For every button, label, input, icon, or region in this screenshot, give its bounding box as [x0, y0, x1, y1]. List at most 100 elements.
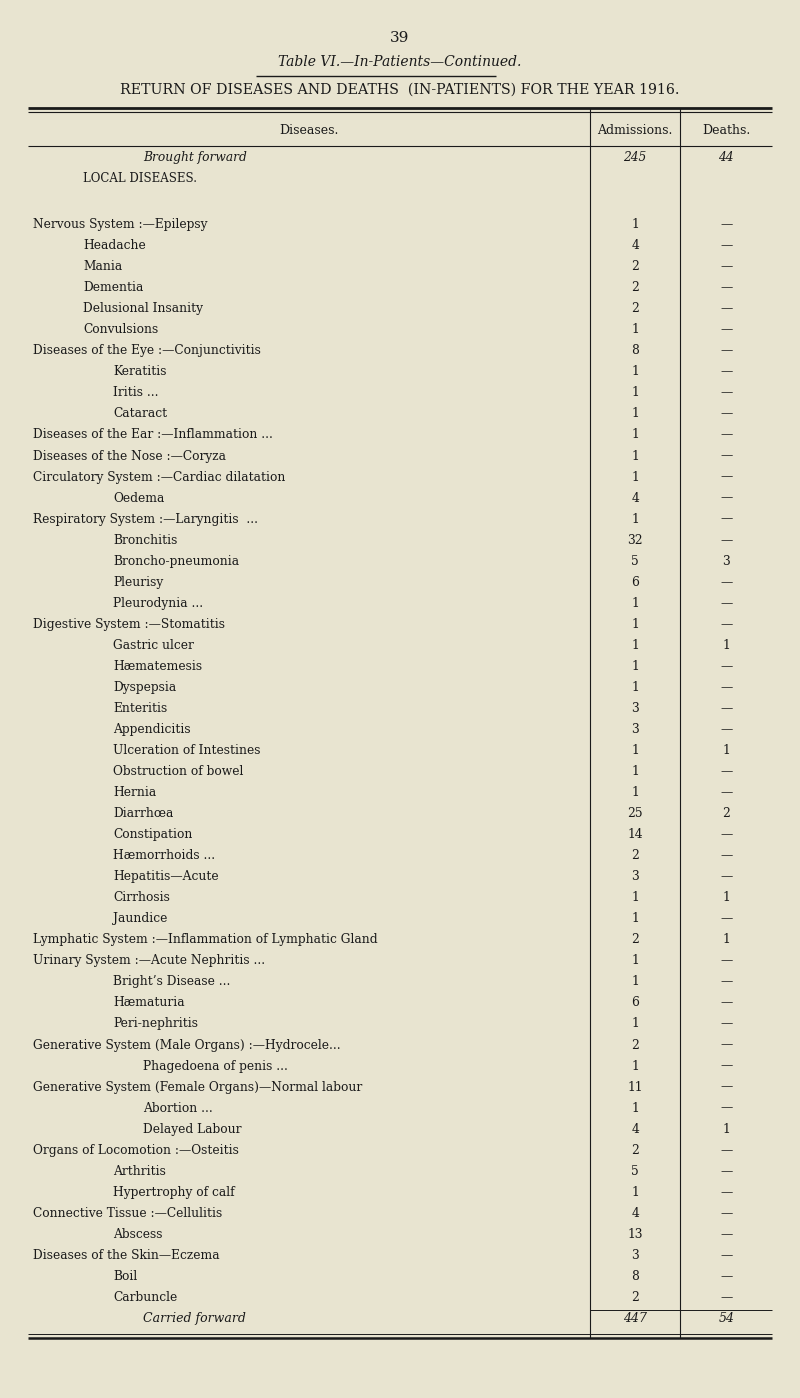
Text: —: — — [720, 702, 732, 714]
Text: RETURN OF DISEASES AND DEATHS  (IN-PATIENTS) FOR THE YEAR 1916.: RETURN OF DISEASES AND DEATHS (IN-PATIEN… — [120, 82, 680, 96]
Text: Arthritis: Arthritis — [113, 1165, 166, 1177]
Text: —: — — [720, 976, 732, 988]
Text: 39: 39 — [390, 31, 410, 45]
Text: —: — — [720, 849, 732, 863]
Text: —: — — [720, 513, 732, 526]
Text: Nervous System :—Epilepsy: Nervous System :—Epilepsy — [33, 218, 207, 231]
Text: Generative System (Male Organs) :—Hydrocele...: Generative System (Male Organs) :—Hydroc… — [33, 1039, 341, 1051]
Text: 4: 4 — [631, 492, 639, 505]
Text: Cataract: Cataract — [113, 407, 167, 421]
Text: Abortion ...: Abortion ... — [143, 1102, 213, 1114]
Text: —: — — [720, 492, 732, 505]
Text: 1: 1 — [631, 618, 639, 630]
Text: —: — — [720, 913, 732, 925]
Text: 8: 8 — [631, 344, 639, 358]
Text: Iritis ...: Iritis ... — [113, 386, 158, 400]
Text: 1: 1 — [631, 786, 639, 800]
Text: 1: 1 — [631, 681, 639, 693]
Text: Respiratory System :—Laryngitis  ...: Respiratory System :—Laryngitis ... — [33, 513, 258, 526]
Text: 11: 11 — [627, 1081, 643, 1093]
Text: 2: 2 — [631, 934, 639, 946]
Text: Ulceration of Intestines: Ulceration of Intestines — [113, 744, 261, 756]
Text: 1: 1 — [631, 450, 639, 463]
Text: Dyspepsia: Dyspepsia — [113, 681, 176, 693]
Text: Hæmatemesis: Hæmatemesis — [113, 660, 202, 672]
Text: 2: 2 — [631, 302, 639, 316]
Text: —: — — [720, 1018, 732, 1030]
Text: 54: 54 — [718, 1311, 734, 1325]
Text: —: — — [720, 1102, 732, 1114]
Text: Phagedoena of penis ...: Phagedoena of penis ... — [143, 1060, 288, 1072]
Text: —: — — [720, 1144, 732, 1156]
Text: —: — — [720, 302, 732, 316]
Text: 3: 3 — [631, 702, 639, 714]
Text: 1: 1 — [631, 365, 639, 379]
Text: 3: 3 — [631, 1248, 639, 1262]
Text: —: — — [720, 218, 732, 231]
Text: —: — — [720, 660, 732, 672]
Text: 1: 1 — [631, 765, 639, 779]
Text: Headache: Headache — [83, 239, 146, 252]
Text: —: — — [720, 576, 732, 589]
Text: 32: 32 — [627, 534, 643, 547]
Text: Connective Tissue :—Cellulitis: Connective Tissue :—Cellulitis — [33, 1206, 222, 1220]
Text: Diarrhœa: Diarrhœa — [113, 807, 174, 821]
Text: —: — — [720, 407, 732, 421]
Text: Diseases of the Nose :—Coryza: Diseases of the Nose :—Coryza — [33, 450, 226, 463]
Text: 4: 4 — [631, 239, 639, 252]
Text: 1: 1 — [631, 913, 639, 925]
Text: Peri-nephritis: Peri-nephritis — [113, 1018, 198, 1030]
Text: —: — — [720, 386, 732, 400]
Text: Hernia: Hernia — [113, 786, 156, 800]
Text: 1: 1 — [631, 513, 639, 526]
Text: 1: 1 — [631, 1102, 639, 1114]
Text: Diseases of the Eye :—Conjunctivitis: Diseases of the Eye :—Conjunctivitis — [33, 344, 261, 358]
Text: Hæmorrhoids ...: Hæmorrhoids ... — [113, 849, 215, 863]
Text: 4: 4 — [631, 1123, 639, 1135]
Text: Gastric ulcer: Gastric ulcer — [113, 639, 194, 651]
Text: Appendicitis: Appendicitis — [113, 723, 190, 735]
Text: 2: 2 — [631, 281, 639, 294]
Text: 1: 1 — [722, 892, 730, 905]
Text: Delusional Insanity: Delusional Insanity — [83, 302, 203, 316]
Text: 1: 1 — [631, 1186, 639, 1198]
Text: —: — — [720, 365, 732, 379]
Text: Admissions.: Admissions. — [598, 123, 673, 137]
Text: 2: 2 — [631, 849, 639, 863]
Text: 1: 1 — [631, 386, 639, 400]
Text: Oedema: Oedema — [113, 492, 164, 505]
Text: 25: 25 — [627, 807, 643, 821]
Text: Pleurodynia ...: Pleurodynia ... — [113, 597, 203, 610]
Text: 1: 1 — [722, 934, 730, 946]
Text: Dementia: Dementia — [83, 281, 143, 294]
Text: —: — — [720, 239, 732, 252]
Text: Diseases.: Diseases. — [279, 123, 338, 137]
Text: Generative System (Female Organs)—Normal labour: Generative System (Female Organs)—Normal… — [33, 1081, 362, 1093]
Text: —: — — [720, 1206, 732, 1220]
Text: LOCAL DISEASES.: LOCAL DISEASES. — [83, 172, 197, 185]
Text: —: — — [720, 1165, 732, 1177]
Text: —: — — [720, 534, 732, 547]
Text: Lymphatic System :—Inflammation of Lymphatic Gland: Lymphatic System :—Inflammation of Lymph… — [33, 934, 378, 946]
Text: —: — — [720, 260, 732, 273]
Text: 1: 1 — [631, 428, 639, 442]
Text: Hæmaturia: Hæmaturia — [113, 997, 185, 1009]
Text: 6: 6 — [631, 576, 639, 589]
Text: Organs of Locomotion :—Osteitis: Organs of Locomotion :—Osteitis — [33, 1144, 239, 1156]
Text: Convulsions: Convulsions — [83, 323, 158, 337]
Text: —: — — [720, 344, 732, 358]
Text: —: — — [720, 323, 732, 337]
Text: 13: 13 — [627, 1227, 643, 1241]
Text: 1: 1 — [631, 1060, 639, 1072]
Text: Keratitis: Keratitis — [113, 365, 166, 379]
Text: 1: 1 — [631, 892, 639, 905]
Text: Obstruction of bowel: Obstruction of bowel — [113, 765, 243, 779]
Text: Boil: Boil — [113, 1269, 138, 1283]
Text: 3: 3 — [631, 870, 639, 884]
Text: —: — — [720, 1269, 732, 1283]
Text: 2: 2 — [722, 807, 730, 821]
Text: —: — — [720, 997, 732, 1009]
Text: 8: 8 — [631, 1269, 639, 1283]
Text: —: — — [720, 765, 732, 779]
Text: Constipation: Constipation — [113, 828, 192, 842]
